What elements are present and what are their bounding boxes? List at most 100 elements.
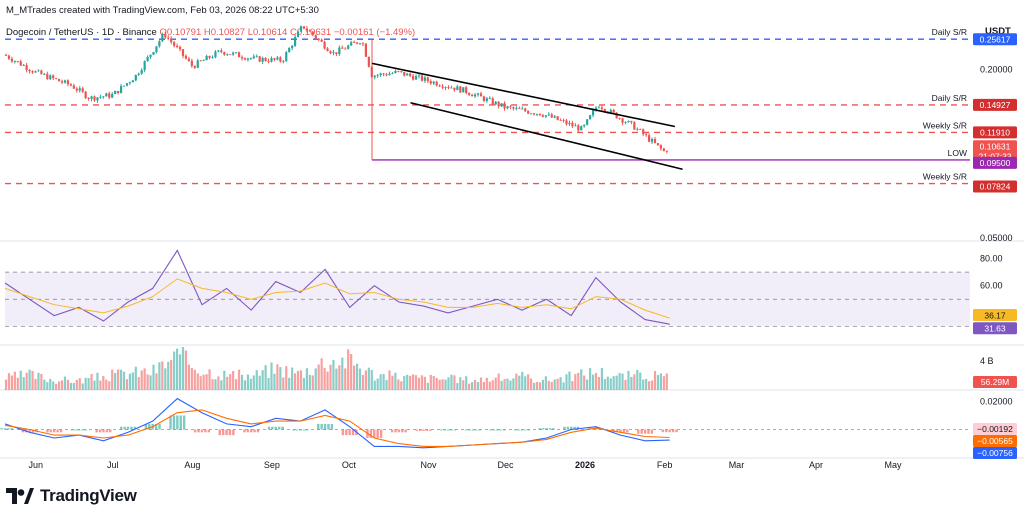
date-axis-label: May — [884, 460, 902, 470]
volume-bar — [176, 348, 179, 390]
candle-body — [164, 33, 167, 38]
volume-bar — [223, 370, 226, 390]
volume-bar — [264, 365, 267, 390]
candle-body — [344, 48, 347, 50]
macd-histogram-bar — [650, 429, 654, 434]
volume-bar — [72, 382, 75, 390]
candle-body — [364, 43, 367, 57]
candle-body — [538, 113, 542, 116]
candle-body — [255, 56, 258, 58]
candle-body — [577, 125, 580, 131]
candle-body — [193, 66, 196, 68]
volume-bar — [338, 365, 341, 390]
volume-bar — [630, 376, 633, 390]
macd-histogram-bar — [323, 423, 327, 430]
macd-tag-bg — [973, 435, 1017, 447]
price-tag-bg — [973, 33, 1017, 46]
macd-histogram-bar — [373, 429, 376, 438]
currency-label[interactable]: USDT — [985, 26, 1011, 37]
candle-body — [350, 42, 353, 46]
macd-histogram-bar — [548, 428, 552, 430]
date-axis-label: Aug — [184, 460, 200, 470]
volume-bar — [530, 378, 533, 390]
volume-bar — [550, 381, 553, 390]
volume-bar — [459, 377, 462, 390]
candle-body — [311, 31, 314, 36]
volume-bar — [211, 379, 214, 390]
volume-bar — [414, 375, 418, 390]
volume-bar — [217, 376, 220, 390]
candle-body — [414, 76, 418, 80]
volume-bar — [52, 381, 55, 390]
volume-bar — [99, 380, 102, 390]
candle-body — [639, 128, 642, 130]
date-axis-label: 2026 — [575, 460, 595, 470]
macd-histogram-bar — [637, 429, 640, 434]
macd-histogram-bar — [95, 429, 98, 433]
candle-body — [214, 51, 217, 58]
macd-histogram-bar — [70, 429, 74, 431]
volume-bar — [538, 382, 542, 390]
volume-bar — [237, 369, 241, 390]
candle-body — [55, 78, 58, 79]
volume-bar — [202, 374, 205, 390]
volume-bar — [43, 379, 46, 390]
volume-bar — [397, 379, 400, 390]
candle-body — [612, 109, 615, 113]
macd-histogram-bar — [341, 429, 345, 436]
candle-body — [243, 58, 247, 60]
macd-histogram-bar — [246, 429, 249, 433]
trading-chart[interactable]: Daily S/R Daily S/R Weekly S/R LOW Weekly S/… — [0, 0, 1024, 480]
candle-body — [580, 126, 583, 131]
macd-histogram-bar — [271, 426, 274, 430]
volume-bar — [373, 380, 376, 390]
candle-body — [125, 83, 129, 86]
volume-bar — [60, 380, 64, 390]
candle-body — [19, 61, 22, 66]
candle-body — [541, 115, 544, 117]
candle-body — [367, 56, 370, 67]
candle-body — [178, 46, 182, 50]
volume-bar — [385, 380, 388, 390]
macd-histogram-bar — [243, 429, 246, 433]
macd-histogram-bar — [0, 428, 3, 430]
price-tag: 0.07824 — [980, 182, 1011, 192]
volume-bar — [105, 379, 108, 390]
candle-body — [394, 71, 397, 74]
candle-body — [642, 129, 645, 135]
candle-body — [500, 103, 503, 107]
candle-body — [512, 107, 515, 109]
price-axis-tick: 0.05000 — [980, 233, 1013, 243]
volume-bar — [509, 380, 512, 390]
candle-body — [624, 122, 627, 124]
macd-histogram-bar — [422, 429, 425, 431]
macd-histogram-bar — [622, 429, 626, 433]
candle-body — [10, 58, 13, 62]
candle-body — [630, 120, 633, 123]
rsi-value-tag: 31.63 — [984, 323, 1006, 333]
volume-bar — [547, 380, 550, 390]
volume-bar — [128, 373, 131, 390]
macd-histogram-bar — [169, 415, 172, 430]
volume-bar — [609, 378, 612, 390]
candle-body — [232, 52, 235, 55]
candle-body — [235, 52, 238, 54]
volume-bar — [332, 359, 335, 390]
macd-histogram-bar — [576, 426, 580, 430]
macd-histogram-bar — [640, 429, 643, 434]
candle-body — [615, 112, 618, 119]
volume-bar — [535, 381, 539, 390]
candle-body — [559, 119, 562, 121]
macd-histogram-bar — [643, 429, 647, 434]
symbol-legend[interactable]: Dogecoin / TetherUS · 1D · Binance O0.10… — [6, 27, 415, 38]
volume-bar — [335, 368, 338, 390]
candle-body — [527, 111, 530, 114]
candle-body — [400, 71, 403, 73]
tradingview-logo[interactable]: TradingView — [6, 486, 137, 506]
candle-body — [202, 60, 205, 61]
candle-body — [429, 81, 432, 84]
volume-bar — [532, 382, 536, 390]
candle-body — [347, 45, 350, 49]
ohlc-low: L0.10614 — [247, 27, 288, 38]
volume-bar — [84, 377, 87, 390]
